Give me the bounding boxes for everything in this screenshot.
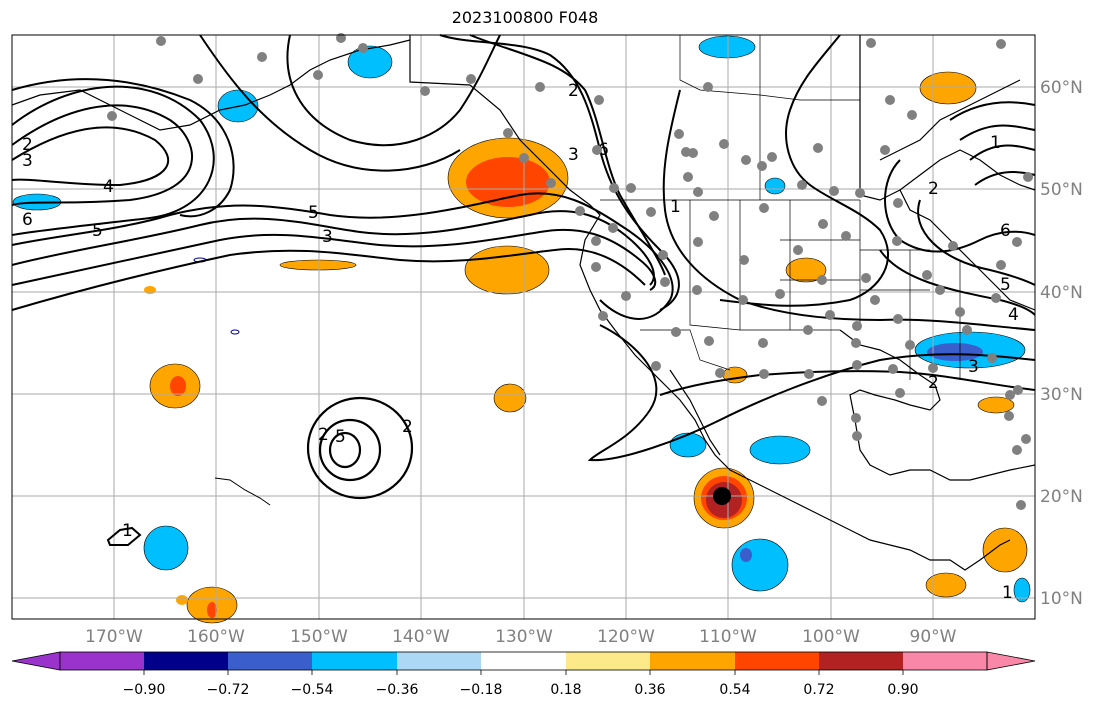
contour-label: 3	[22, 151, 33, 171]
colorbar-segment	[566, 652, 650, 670]
colorbar-tick-label: 0.90	[887, 682, 918, 698]
cyclone-center-marker	[713, 487, 731, 505]
contour-label: 2	[568, 81, 579, 101]
colorbar-segment	[144, 652, 228, 670]
station-dots	[107, 33, 1033, 510]
contour-label: 2	[928, 373, 939, 393]
longitude-labels: 170°W 160°W 150°W 140°W 130°W 120°W 110°…	[85, 627, 957, 647]
contour-label: 1	[1002, 583, 1013, 603]
colorbar-segment	[481, 652, 566, 670]
colorbar-tick-label: −0.72	[207, 682, 250, 698]
lon-label: 90°W	[910, 627, 957, 647]
colorbar-high-arrow	[986, 651, 1036, 671]
contour-label: 2	[22, 135, 33, 155]
political-borders	[600, 35, 961, 380]
contour-label: 6	[598, 140, 609, 160]
contour-label: 3	[322, 227, 333, 247]
contour-label: 1	[670, 197, 681, 217]
contour-label: 5	[92, 221, 103, 241]
contour-label: 2	[928, 179, 939, 199]
lat-label: 20°N	[1040, 487, 1083, 507]
contour-label: 2	[318, 425, 329, 445]
colorbar-tick-label: 0.54	[719, 682, 750, 698]
coastlines	[11, 35, 1036, 571]
shading-layer	[12, 35, 1031, 624]
colorbar-tick-label: −0.90	[123, 682, 166, 698]
colorbar-segment	[312, 652, 397, 670]
lat-label: 60°N	[1040, 78, 1083, 98]
colorbar-segment	[735, 652, 819, 670]
contour-label: 4	[103, 177, 114, 197]
colorbar-tick-label: −0.54	[291, 682, 334, 698]
colorbar: −0.90 −0.72 −0.54 −0.36 −0.18 0.18 0.36 …	[11, 651, 1036, 698]
colorbar-segment	[397, 652, 481, 670]
colorbar-tick-label: −0.36	[376, 682, 419, 698]
latitude-labels: 60°N 50°N 40°N 30°N 20°N 10°N	[1040, 78, 1083, 609]
lon-label: 130°W	[495, 627, 553, 647]
lat-label: 40°N	[1040, 283, 1083, 303]
contour-label: 6	[1000, 221, 1011, 241]
colorbar-segment	[60, 652, 144, 670]
map-border	[11, 34, 1036, 620]
graticule	[12, 35, 1035, 619]
colorbar-tick-label: −0.18	[460, 682, 503, 698]
contour-label: 1	[122, 521, 133, 541]
colorbar-tick-label: 0.36	[634, 682, 665, 698]
lon-label: 150°W	[290, 627, 348, 647]
contour-label: 3	[968, 357, 979, 377]
colorbar-segment	[819, 652, 903, 670]
colorbar-segment	[228, 652, 312, 670]
low-pressure-center	[306, 396, 414, 500]
lon-label: 110°W	[699, 627, 757, 647]
contour-label: 5	[1000, 275, 1011, 295]
colorbar-segment	[903, 652, 987, 670]
colorbar-outline	[59, 651, 988, 671]
map-title: 2023100800 F048	[451, 8, 599, 27]
contour-label: 2	[402, 417, 413, 437]
lon-label: 170°W	[85, 627, 143, 647]
colorbar-tick-label: 0.72	[803, 682, 834, 698]
lon-label: 140°W	[392, 627, 450, 647]
contour-lines	[11, 34, 1036, 462]
lon-label: 120°W	[597, 627, 655, 647]
lat-label: 30°N	[1040, 385, 1083, 405]
contour-label: 5	[335, 427, 346, 447]
contour-label: 3	[568, 145, 579, 165]
contour-label: 5	[308, 203, 319, 223]
contour-label: 4	[1008, 305, 1019, 325]
colorbar-segment	[650, 652, 735, 670]
contour-label: 6	[22, 210, 33, 230]
lat-label: 50°N	[1040, 180, 1083, 200]
lon-label: 100°W	[802, 627, 860, 647]
contour-label: 1	[990, 133, 1001, 153]
lon-label: 160°W	[187, 627, 245, 647]
contour-label-group: 2 3 4 5 6 5 3 6 2 3 1 2 5 2 1 2 1 6 5 4 …	[22, 81, 1019, 603]
lat-label: 10°N	[1040, 589, 1083, 609]
colorbar-tick-label: 0.18	[550, 682, 581, 698]
colorbar-low-arrow	[11, 651, 61, 671]
